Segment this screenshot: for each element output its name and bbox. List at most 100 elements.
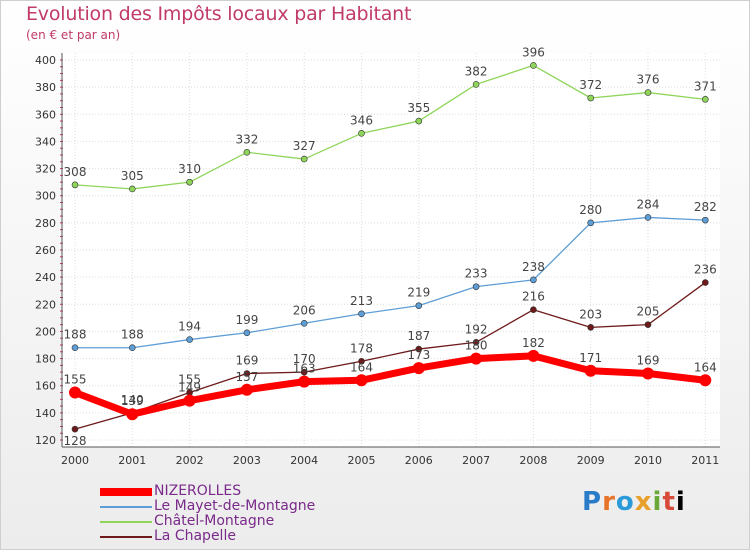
y-tick-label: 320 [35, 163, 56, 176]
data-point [355, 374, 368, 387]
y-tick-label: 140 [35, 407, 56, 420]
data-label: 155 [64, 373, 87, 387]
data-label: 236 [694, 263, 717, 277]
data-label: 346 [350, 113, 373, 127]
legend-swatch [100, 487, 152, 496]
data-label: 170 [293, 352, 316, 366]
data-point [701, 216, 709, 224]
data-point [298, 375, 311, 388]
data-label: 164 [694, 360, 717, 374]
data-point [587, 324, 595, 331]
data-label: 382 [465, 64, 488, 78]
data-label: 199 [235, 313, 258, 327]
data-point [69, 386, 81, 399]
data-label: 308 [64, 165, 87, 179]
data-point [642, 367, 654, 380]
x-tick-label: 2001 [118, 454, 146, 467]
data-point [584, 364, 597, 377]
data-label: 280 [579, 203, 602, 217]
y-tick-label: 200 [35, 325, 56, 338]
data-label: 194 [178, 320, 201, 334]
data-label: 372 [579, 78, 602, 92]
legend-swatch [100, 505, 152, 508]
data-label: 284 [637, 197, 660, 211]
chart-title: Evolution des Impôts locaux par Habitant [26, 3, 412, 25]
y-tick-label: 360 [35, 108, 56, 121]
data-label: 157 [235, 370, 258, 384]
data-label: 376 [637, 73, 660, 87]
y-tick-label: 260 [35, 244, 56, 257]
data-label: 396 [522, 45, 545, 59]
proxiti-logo: Proxiti [582, 487, 686, 517]
legend-swatch [100, 520, 152, 523]
data-label: 128 [64, 434, 87, 448]
data-label: 163 [293, 362, 316, 376]
data-point [415, 302, 423, 309]
data-label: 332 [235, 132, 258, 146]
data-point [71, 181, 79, 189]
data-point [701, 279, 709, 286]
x-tick-label: 2008 [519, 454, 547, 467]
data-point [129, 185, 136, 193]
data-label: 169 [637, 354, 660, 368]
x-tick-label: 2003 [233, 454, 261, 467]
legend-label: NIZEROLLES [154, 483, 242, 499]
data-point [472, 283, 480, 290]
data-label: 187 [407, 329, 430, 343]
data-label: 213 [350, 294, 373, 308]
data-label: 203 [579, 307, 602, 321]
data-point [530, 62, 537, 69]
data-point [71, 425, 79, 433]
data-point [300, 155, 308, 163]
data-point [530, 306, 537, 314]
data-point [527, 349, 540, 362]
legend-swatch [100, 535, 152, 538]
legend-label: Le Mayet-de-Montagne [154, 498, 316, 514]
data-point [472, 338, 480, 346]
y-tick-label: 160 [35, 380, 56, 393]
data-point [358, 357, 365, 365]
x-tick-label: 2011 [691, 454, 719, 467]
series-line-0 [73, 352, 706, 418]
data-point [415, 117, 423, 125]
x-tick-label: 2010 [634, 454, 662, 467]
y-tick-label: 400 [35, 54, 56, 67]
data-point [186, 178, 193, 186]
data-label: 169 [235, 354, 258, 368]
data-label: 182 [522, 336, 545, 350]
legend-label: Châtel-Montagne [154, 513, 275, 529]
data-label: 219 [407, 286, 430, 300]
data-point [243, 148, 251, 156]
data-point [587, 94, 595, 102]
data-point [300, 368, 308, 376]
chart-subtitle: (en € et par an) [26, 28, 121, 42]
data-label: 180 [465, 339, 488, 353]
data-label: 178 [350, 341, 373, 355]
data-label: 155 [178, 373, 201, 387]
x-tick-label: 2005 [348, 454, 376, 467]
data-point [530, 276, 537, 284]
x-tick-label: 2007 [462, 454, 490, 467]
x-tick-label: 2000 [61, 454, 89, 467]
series-line-3 [74, 282, 706, 430]
data-label: 205 [637, 305, 660, 319]
data-point [358, 129, 365, 137]
x-tick-label: 2002 [176, 454, 204, 467]
data-label: 305 [121, 169, 144, 183]
legend-label: La Chapelle [154, 528, 236, 544]
data-label: 164 [350, 360, 373, 374]
data-label: 139 [121, 394, 144, 408]
data-label: 206 [293, 303, 316, 317]
series-line-1 [75, 216, 706, 349]
data-label: 216 [522, 290, 545, 304]
plot-area [62, 53, 720, 447]
data-label: 282 [694, 200, 717, 214]
y-tick-label: 220 [35, 298, 56, 311]
data-point [186, 336, 193, 343]
data-point [644, 214, 652, 221]
data-point [129, 344, 136, 352]
data-point [644, 89, 652, 96]
data-label: 238 [522, 260, 545, 274]
x-tick-label: 2006 [405, 454, 433, 467]
